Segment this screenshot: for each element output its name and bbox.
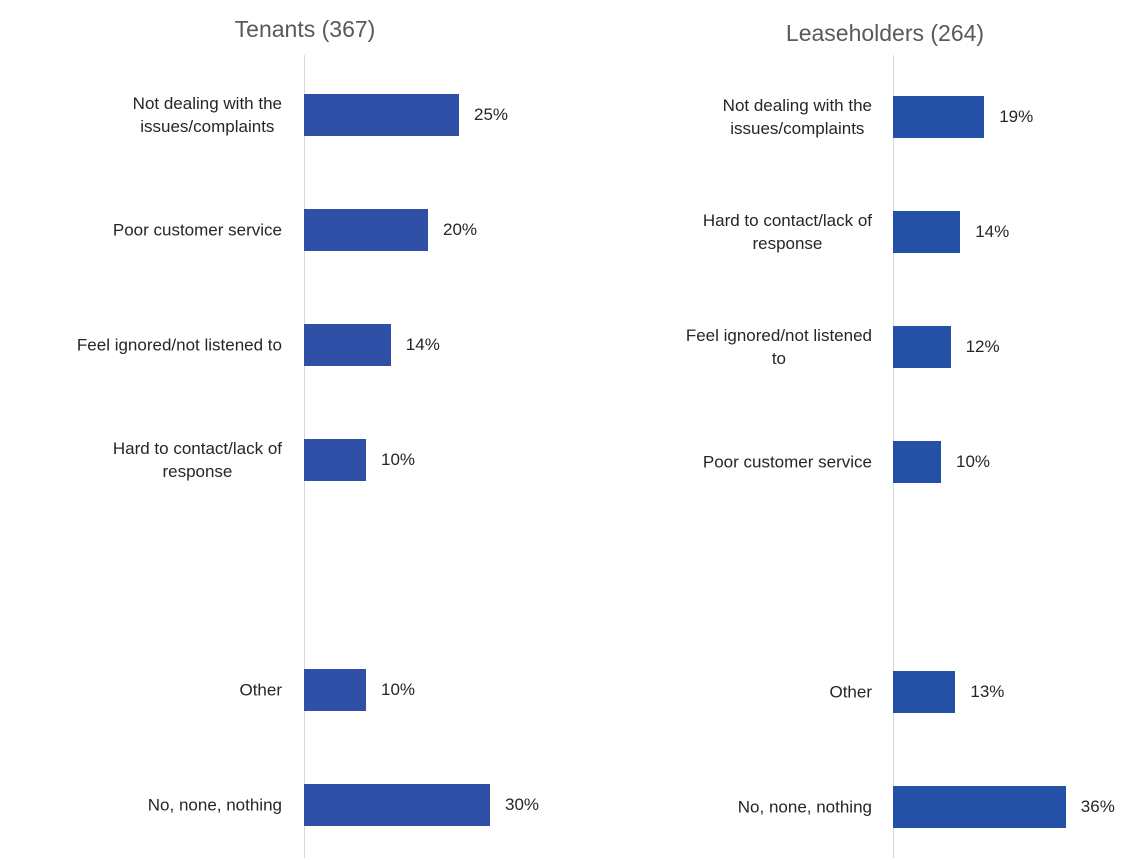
chart-title: Tenants (367) xyxy=(234,16,376,42)
category-label: Poor customer service xyxy=(702,452,872,472)
bar xyxy=(893,211,961,253)
value-label: 10% xyxy=(381,680,416,699)
category-label: Feel ignored/not listened to xyxy=(76,335,282,355)
bar xyxy=(304,784,490,826)
value-label: 20% xyxy=(443,220,478,239)
value-label: 13% xyxy=(970,682,1005,701)
value-label: 25% xyxy=(474,105,509,124)
bar xyxy=(893,326,951,368)
value-label: 14% xyxy=(975,222,1010,241)
value-label: 14% xyxy=(405,335,440,354)
category-label: No, none, nothing xyxy=(147,795,282,815)
bar xyxy=(304,94,459,136)
bar xyxy=(304,209,428,251)
bar xyxy=(304,439,366,481)
category-label: Hard to contact/lack of response xyxy=(702,211,872,253)
category-label: Feel ignored/not listened to xyxy=(685,326,872,368)
value-label: 30% xyxy=(505,795,540,814)
category-label: Other xyxy=(829,682,872,702)
bar xyxy=(304,669,366,711)
category-label: No, none, nothing xyxy=(737,797,872,817)
value-label: 10% xyxy=(956,452,991,471)
bar xyxy=(893,786,1066,828)
category-label: Not dealing with the issues/complaints xyxy=(722,96,872,138)
value-label: 36% xyxy=(1080,797,1115,816)
chart-title: Leaseholders (264) xyxy=(785,20,985,46)
category-label: Other xyxy=(239,680,282,700)
category-label: Not dealing with the issues/complaints xyxy=(132,94,282,136)
bar xyxy=(893,96,985,138)
category-label: Poor customer service xyxy=(112,220,282,240)
value-label: 10% xyxy=(381,450,416,469)
value-label: 19% xyxy=(999,107,1034,126)
value-label: 12% xyxy=(965,337,1000,356)
category-label: Hard to contact/lack of response xyxy=(112,439,282,481)
bar xyxy=(893,441,941,483)
bar xyxy=(893,671,956,713)
bar xyxy=(304,324,391,366)
